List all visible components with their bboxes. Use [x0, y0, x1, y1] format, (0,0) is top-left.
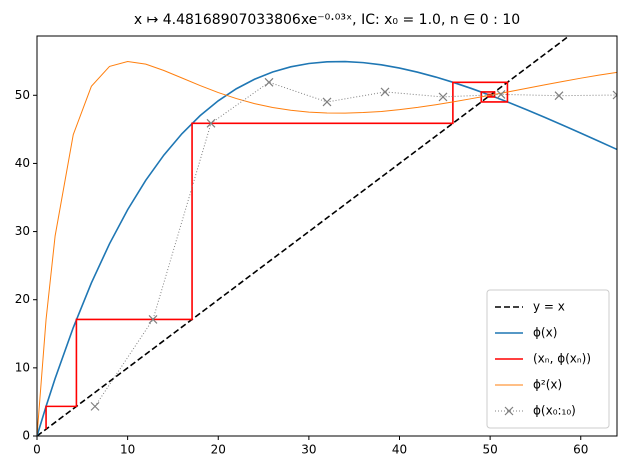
legend-label: ϕ(x) [533, 326, 557, 340]
data-point [380, 87, 390, 97]
data-point [90, 401, 100, 411]
data-point [612, 90, 617, 100]
axes-frame [36, 35, 618, 437]
legend-label: ϕ²(x) [533, 378, 562, 392]
x-tick-label: 20 [211, 443, 226, 457]
legend-label: ϕ(x₀:₁₀) [533, 404, 576, 418]
legend-marker [504, 406, 514, 416]
data-point [438, 92, 448, 102]
series-line [94, 81, 617, 407]
chart-title: x ↦ 4.48168907033806xe⁻⁰·⁰³ˣ, IC: x₀ = 1… [134, 12, 520, 28]
x-tick-label: 40 [392, 443, 407, 457]
data-point [148, 314, 158, 324]
data-point [206, 118, 216, 128]
y-tick-label: 0 [22, 429, 30, 443]
plot-area [37, 36, 617, 436]
data-point [496, 89, 506, 99]
data-point [264, 77, 274, 87]
x-tick-label: 50 [482, 443, 497, 457]
data-point [322, 97, 332, 107]
y-tick-label: 30 [15, 224, 30, 238]
series-line [37, 36, 571, 436]
x-tick-label: 0 [33, 443, 41, 457]
data-point [554, 91, 564, 101]
series-line [37, 60, 617, 436]
legend-label: y = x [533, 300, 565, 314]
y-tick-label: 10 [15, 360, 30, 374]
series-line [37, 60, 617, 436]
y-tick-label: 50 [15, 88, 30, 102]
x-tick-label: 30 [301, 443, 316, 457]
y-tick-label: 20 [15, 292, 30, 306]
legend-box [486, 289, 610, 429]
x-tick-label: 60 [573, 443, 588, 457]
legend-label: (xₙ, ϕ(xₙ)) [533, 352, 591, 366]
y-tick-label: 40 [15, 156, 30, 170]
x-tick-label: 10 [120, 443, 135, 457]
